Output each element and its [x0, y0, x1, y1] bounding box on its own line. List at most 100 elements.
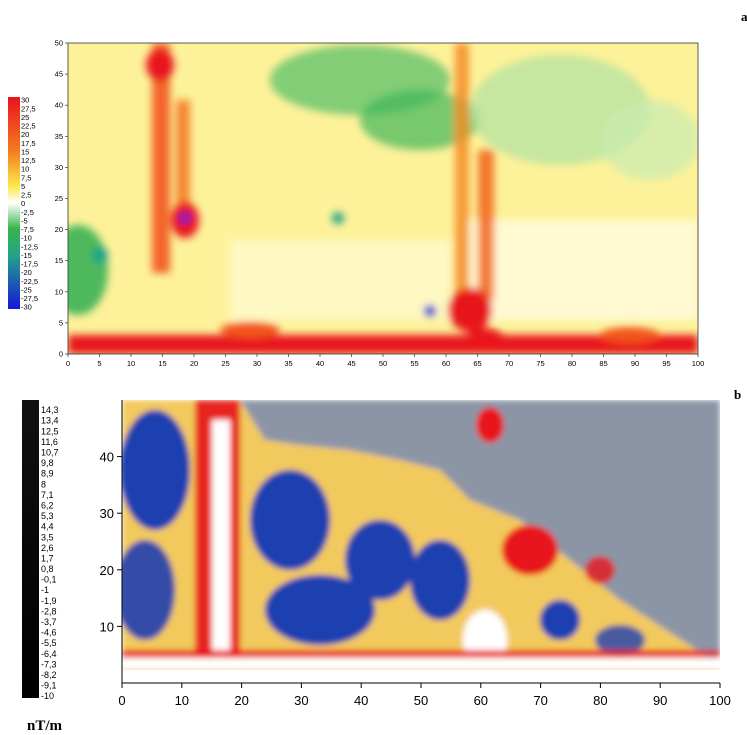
- colorbar-tick-label: -15: [21, 251, 32, 260]
- colorbar-tick-label: 25: [21, 113, 29, 122]
- colorbar-tick-label: -2,5: [21, 208, 34, 217]
- panel-a-y-axis: 0 5 10 15 20 25 30 35 40 45 50: [55, 39, 68, 359]
- x-tick-label: 50: [379, 359, 387, 368]
- colorbar-tick-label: -5,5: [41, 638, 57, 648]
- colorbar-tick-label: -30: [21, 303, 32, 312]
- colorbar-tick-label: -10: [21, 234, 32, 243]
- colorbar-tick-label: -7,5: [21, 225, 34, 234]
- x-tick-label: 85: [599, 359, 607, 368]
- colorbar-tick-label: 30: [21, 96, 29, 105]
- colorbar-tick-label: -6,4: [41, 649, 57, 659]
- y-tick-label: 40: [100, 450, 114, 465]
- colorbar-tick-label: 1,7: [41, 553, 54, 563]
- colorbar-tick-label: -7,3: [41, 659, 57, 669]
- x-tick-label: 100: [692, 359, 705, 368]
- x-tick-label: 35: [284, 359, 292, 368]
- panel-b-colorbar: [22, 400, 39, 698]
- colorbar-tick-label: 27,5: [21, 104, 36, 113]
- colorbar-tick-label: 5,3: [41, 511, 54, 521]
- panel-b: b 14,313,412,511,610,79,88,987,16,25,34,…: [22, 387, 741, 734]
- x-tick-label: 75: [536, 359, 544, 368]
- colorbar-tick-label: 11,6: [41, 437, 58, 447]
- colorbar-tick-label: 14,3: [41, 405, 59, 415]
- x-tick-label: 80: [568, 359, 576, 368]
- y-tick-label: 50: [55, 39, 63, 48]
- colorbar-tick-label: 2,5: [21, 191, 31, 200]
- panel-a: a 3027,52522,52017,51512,5107,552,50-2,5…: [8, 9, 747, 368]
- colorbar-tick-label: -20: [21, 268, 32, 277]
- panel-b-x-axis: 0 10 20 30 40 50 60 70 80 90 100: [118, 682, 731, 708]
- colorbar-tick-label: -25: [21, 285, 32, 294]
- colorbar-tick-label: -4,6: [41, 628, 57, 638]
- x-tick-label: 90: [653, 693, 667, 708]
- y-tick-label: 45: [55, 70, 63, 79]
- panel-a-heatmap: [68, 43, 698, 354]
- x-tick-label: 0: [66, 359, 70, 368]
- colorbar-tick-label: 15: [21, 147, 29, 156]
- colorbar-tick-label: 10,7: [41, 448, 59, 458]
- colorbar-tick-label: -1,9: [41, 596, 57, 606]
- colorbar-tick-label: 7,5: [21, 173, 31, 182]
- colorbar-tick-label: 20: [21, 130, 29, 139]
- x-tick-label: 5: [97, 359, 101, 368]
- x-tick-label: 90: [631, 359, 639, 368]
- y-tick-label: 20: [100, 563, 114, 578]
- colorbar-tick-label: 5: [21, 182, 25, 191]
- panel-a-x-axis: 0 5 10 15 20 25 30 35 40 45 50 55 60 65 70 75 80 85 90 95 10…: [66, 354, 704, 368]
- y-tick-label: 15: [55, 256, 63, 265]
- x-tick-label: 45: [347, 359, 355, 368]
- x-tick-label: 10: [175, 693, 189, 708]
- colorbar-tick-label: -12,5: [21, 242, 38, 251]
- colorbar-tick-label: -17,5: [21, 260, 38, 269]
- x-tick-label: 40: [354, 693, 368, 708]
- panel-b-label: b: [734, 387, 741, 402]
- y-tick-label: 40: [55, 101, 63, 110]
- colorbar-tick-label: 22,5: [21, 122, 36, 131]
- panel-a-colorbar-labels: 3027,52522,52017,51512,5107,552,50-2,5-5…: [21, 96, 38, 312]
- colorbar-tick-label: 12,5: [41, 426, 59, 436]
- colorbar-tick-label: -9,1: [41, 681, 57, 691]
- y-tick-label: 25: [55, 194, 63, 203]
- colorbar-tick-label: -5: [21, 216, 28, 225]
- y-tick-label: 35: [55, 132, 63, 141]
- colorbar-tick-label: -1: [41, 585, 49, 595]
- panel-b-unit-label: nT/m: [27, 718, 63, 734]
- x-tick-label: 50: [414, 693, 428, 708]
- colorbar-tick-label: 10: [21, 165, 29, 174]
- y-tick-label: 0: [59, 350, 63, 359]
- y-tick-label: 5: [59, 318, 63, 327]
- y-tick-label: 10: [100, 619, 114, 634]
- x-tick-label: 15: [158, 359, 166, 368]
- colorbar-tick-label: 17,5: [21, 139, 36, 148]
- x-tick-label: 30: [294, 693, 308, 708]
- y-tick-label: 30: [55, 163, 63, 172]
- x-tick-label: 60: [474, 693, 488, 708]
- colorbar-tick-label: 8,9: [41, 469, 54, 479]
- y-tick-label: 10: [55, 287, 63, 296]
- x-tick-label: 25: [221, 359, 229, 368]
- x-tick-label: 60: [442, 359, 450, 368]
- y-tick-label: 20: [55, 225, 63, 234]
- x-tick-label: 40: [316, 359, 324, 368]
- x-tick-label: 70: [505, 359, 513, 368]
- x-tick-label: 0: [118, 693, 125, 708]
- colorbar-tick-label: 8: [41, 479, 46, 489]
- x-tick-label: 80: [593, 693, 607, 708]
- panel-a-label: a: [741, 9, 747, 24]
- colorbar-tick-label: 2,6: [41, 543, 54, 553]
- panel-b-heatmap: [122, 400, 720, 670]
- x-tick-label: 100: [709, 693, 731, 708]
- colorbar-tick-label: 0: [21, 199, 25, 208]
- x-tick-label: 95: [662, 359, 670, 368]
- x-tick-label: 10: [127, 359, 135, 368]
- colorbar-tick-label: -0,1: [41, 575, 57, 585]
- colorbar-tick-label: 6,2: [41, 500, 54, 510]
- colorbar-tick-label: 13,4: [41, 416, 59, 426]
- x-tick-label: 20: [190, 359, 198, 368]
- x-tick-label: 55: [410, 359, 418, 368]
- colorbar-tick-label: 12,5: [21, 156, 36, 165]
- colorbar-tick-label: 9,8: [41, 458, 54, 468]
- colorbar-tick-label: 0,8: [41, 564, 54, 574]
- colorbar-tick-label: 3,5: [41, 532, 54, 542]
- colorbar-tick-label: -3,7: [41, 617, 57, 627]
